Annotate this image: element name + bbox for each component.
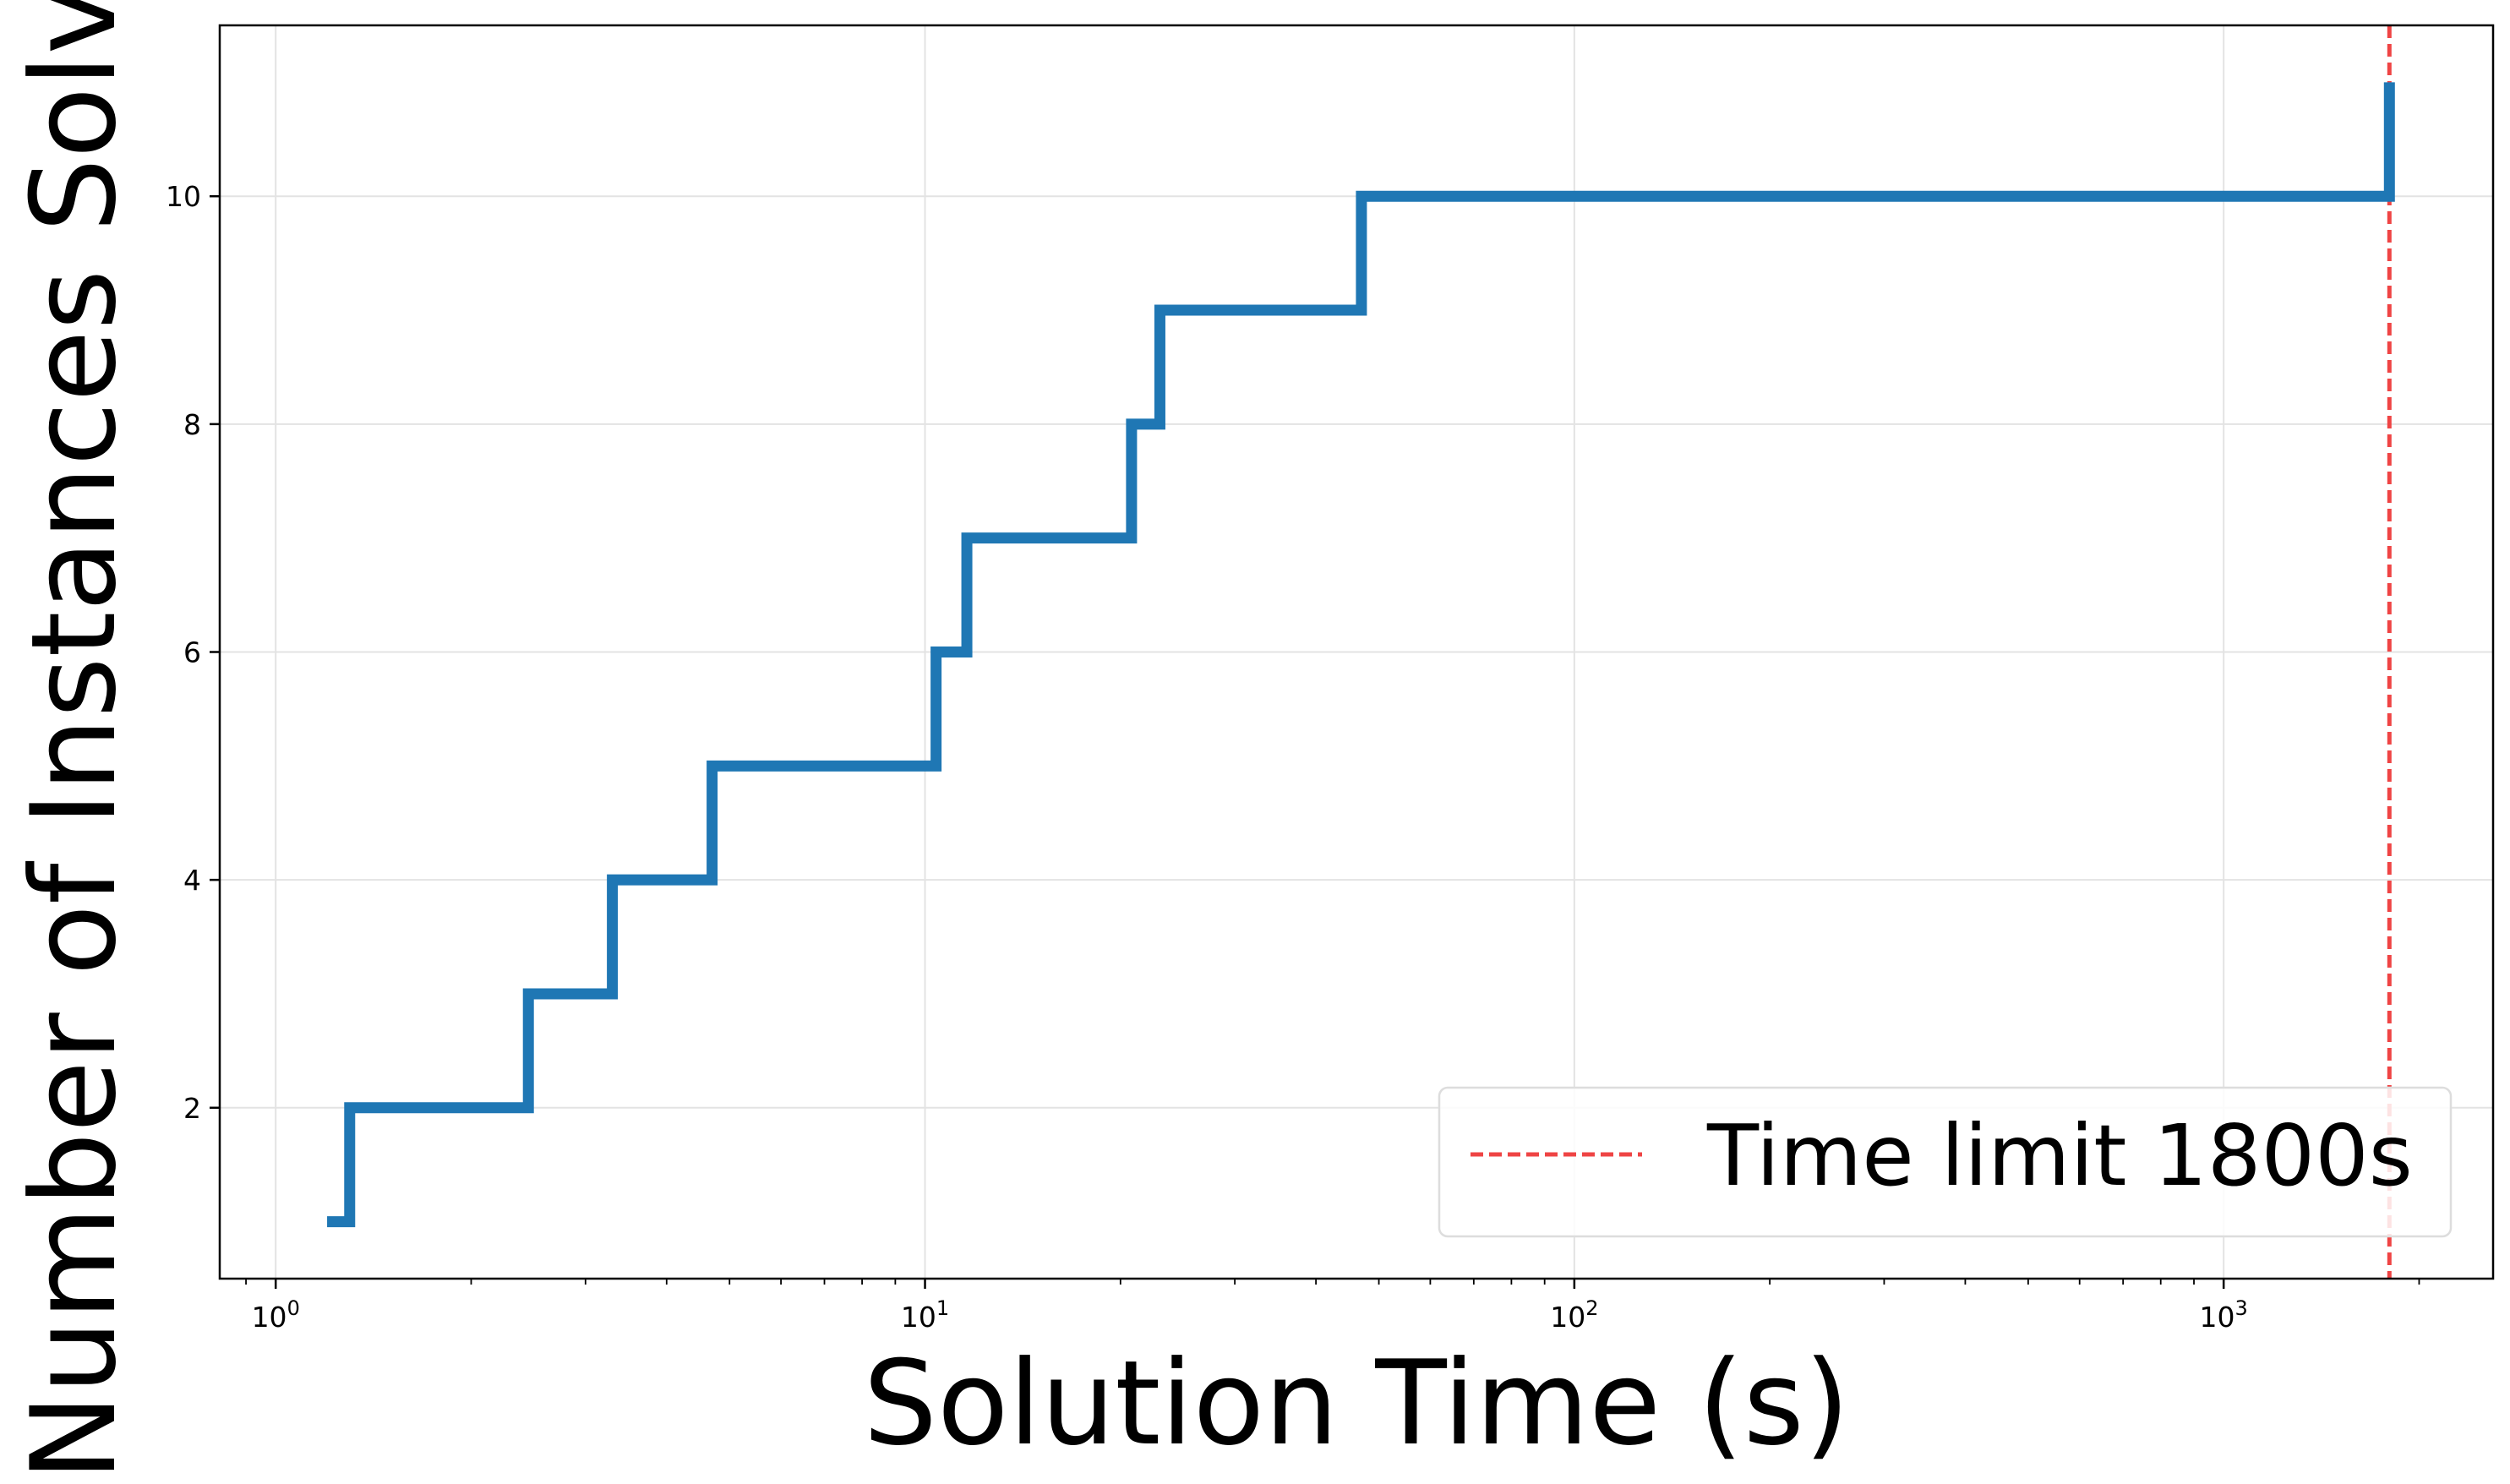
solved-step-line: [327, 82, 2395, 1228]
legend: Time limit 1800s: [1438, 1086, 2453, 1238]
y-tick-label: 10: [166, 180, 201, 213]
y-axis-title: Number of Instances Solved: [6, 0, 142, 1481]
x-axis-ticks: 100 101 102 103: [245, 1279, 2420, 1334]
series: [327, 82, 2395, 1228]
x-tick-label: 101: [901, 1296, 949, 1334]
y-axis-ticks: 2 4 6 8 10: [166, 180, 220, 1125]
x-tick-label: 102: [1550, 1296, 1598, 1334]
y-tick-label: 2: [183, 1092, 201, 1125]
y-tick-label: 6: [183, 636, 201, 669]
y-tick-label: 4: [183, 864, 201, 897]
legend-label-time-limit: Time limit 1800s: [1706, 1106, 2413, 1205]
y-tick-label: 8: [183, 408, 201, 441]
x-tick-label: 103: [2200, 1296, 2248, 1334]
x-tick-label: 100: [252, 1296, 300, 1334]
x-axis-title: Solution Time (s): [863, 1335, 1849, 1471]
legend-box: [1438, 1086, 2453, 1238]
